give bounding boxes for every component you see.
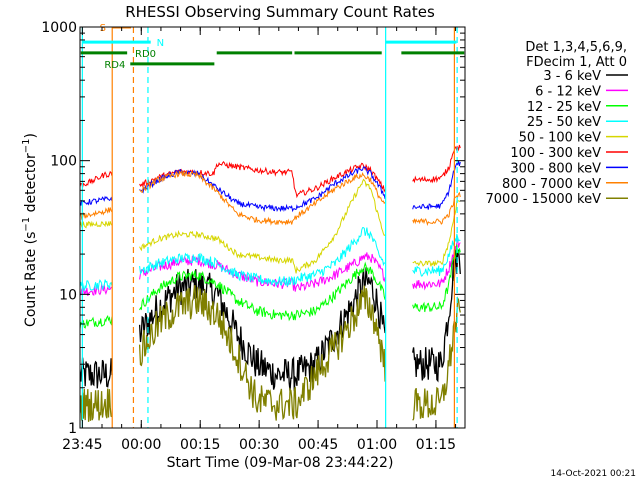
x-tick-label: 01:15 <box>416 437 456 453</box>
series-line-50-100-kev <box>80 178 461 274</box>
legend-label-300-800-kev: 300 - 800 keV <box>510 161 601 176</box>
legend-label-12-25-kev: 12 - 25 keV <box>527 100 601 115</box>
series-line-12-25-kev <box>80 244 461 329</box>
x-tick-label: 00:45 <box>298 437 338 453</box>
y-axis-label-exp1: −1 <box>21 217 32 232</box>
x-tick-label: 23:45 <box>62 437 102 453</box>
legend-label-7000-15000-kev: 7000 - 15000 keV <box>486 192 602 207</box>
y-axis-label-end: ) <box>23 133 39 138</box>
series-line-25-50-kev <box>80 227 461 291</box>
flag-bars-layer <box>80 27 465 66</box>
y-tick-label: 100 <box>50 154 77 170</box>
legend-label-3-6-kev: 3 - 6 keV <box>543 69 601 84</box>
y-axis-label-mid: detector <box>23 153 39 217</box>
legend-label-25-50-kev: 25 - 50 keV <box>527 115 601 130</box>
legend-label-800-7000-kev: 800 - 7000 keV <box>502 177 601 192</box>
y-axis-label-exp2: −1 <box>21 139 32 154</box>
y-axis-label: Count Rate (s−1 detector−1) <box>21 133 39 327</box>
series-line-7000-15000-kev <box>80 284 461 422</box>
y-tick-label: 1 <box>68 421 77 437</box>
legend-label-6-12-kev: 6 - 12 keV <box>535 84 601 99</box>
series-line-100-300-kev <box>80 144 461 199</box>
legend: Det 1,3,4,5,6,9, FDecim 1, Att 0 3 - 6 k… <box>486 40 628 207</box>
series-line-3-6-kev <box>80 246 461 392</box>
y-axis: 1 10 100 1000 <box>41 20 465 437</box>
legend-label-100-300-kev: 100 - 300 keV <box>510 146 601 161</box>
series-layer <box>80 144 461 422</box>
x-axis-label: Start Time (09-Mar-08 23:44:22) <box>167 455 394 471</box>
flag-label-s: S <box>100 23 106 34</box>
flag-label-rd0: RD0 <box>135 49 156 60</box>
x-tick-label: 00:15 <box>180 437 220 453</box>
x-tick-label: 01:00 <box>357 437 397 453</box>
legend-header-line-1: Det 1,3,4,5,6,9, <box>525 40 627 55</box>
plot-frame <box>79 26 466 429</box>
series-line-300-800-kev <box>80 160 461 213</box>
x-tick-label: 00:30 <box>239 437 279 453</box>
chart-title: RHESSI Observing Summary Count Rates <box>125 3 435 21</box>
y-tick-label: 10 <box>59 287 77 303</box>
footer-date: 14-Oct-2021 00:21 <box>551 469 636 479</box>
y-axis-label-main: Count Rate (s <box>23 232 39 327</box>
legend-label-50-100-kev: 50 - 100 keV <box>519 131 602 146</box>
series-line-6-12-kev <box>80 239 461 297</box>
y-tick-label: 1000 <box>41 20 77 36</box>
x-axis: 23:45 00:00 00:15 00:30 00:45 01:00 01:15 <box>62 27 456 453</box>
flag-label-rd4: RD4 <box>104 60 125 71</box>
series-line-800-7000-kev <box>80 170 461 227</box>
legend-header-line-2: FDecim 1, Att 0 <box>526 55 627 70</box>
flag-label-n: N <box>157 38 164 49</box>
marker-lines-layer <box>81 27 458 428</box>
x-tick-label: 00:00 <box>121 437 161 453</box>
